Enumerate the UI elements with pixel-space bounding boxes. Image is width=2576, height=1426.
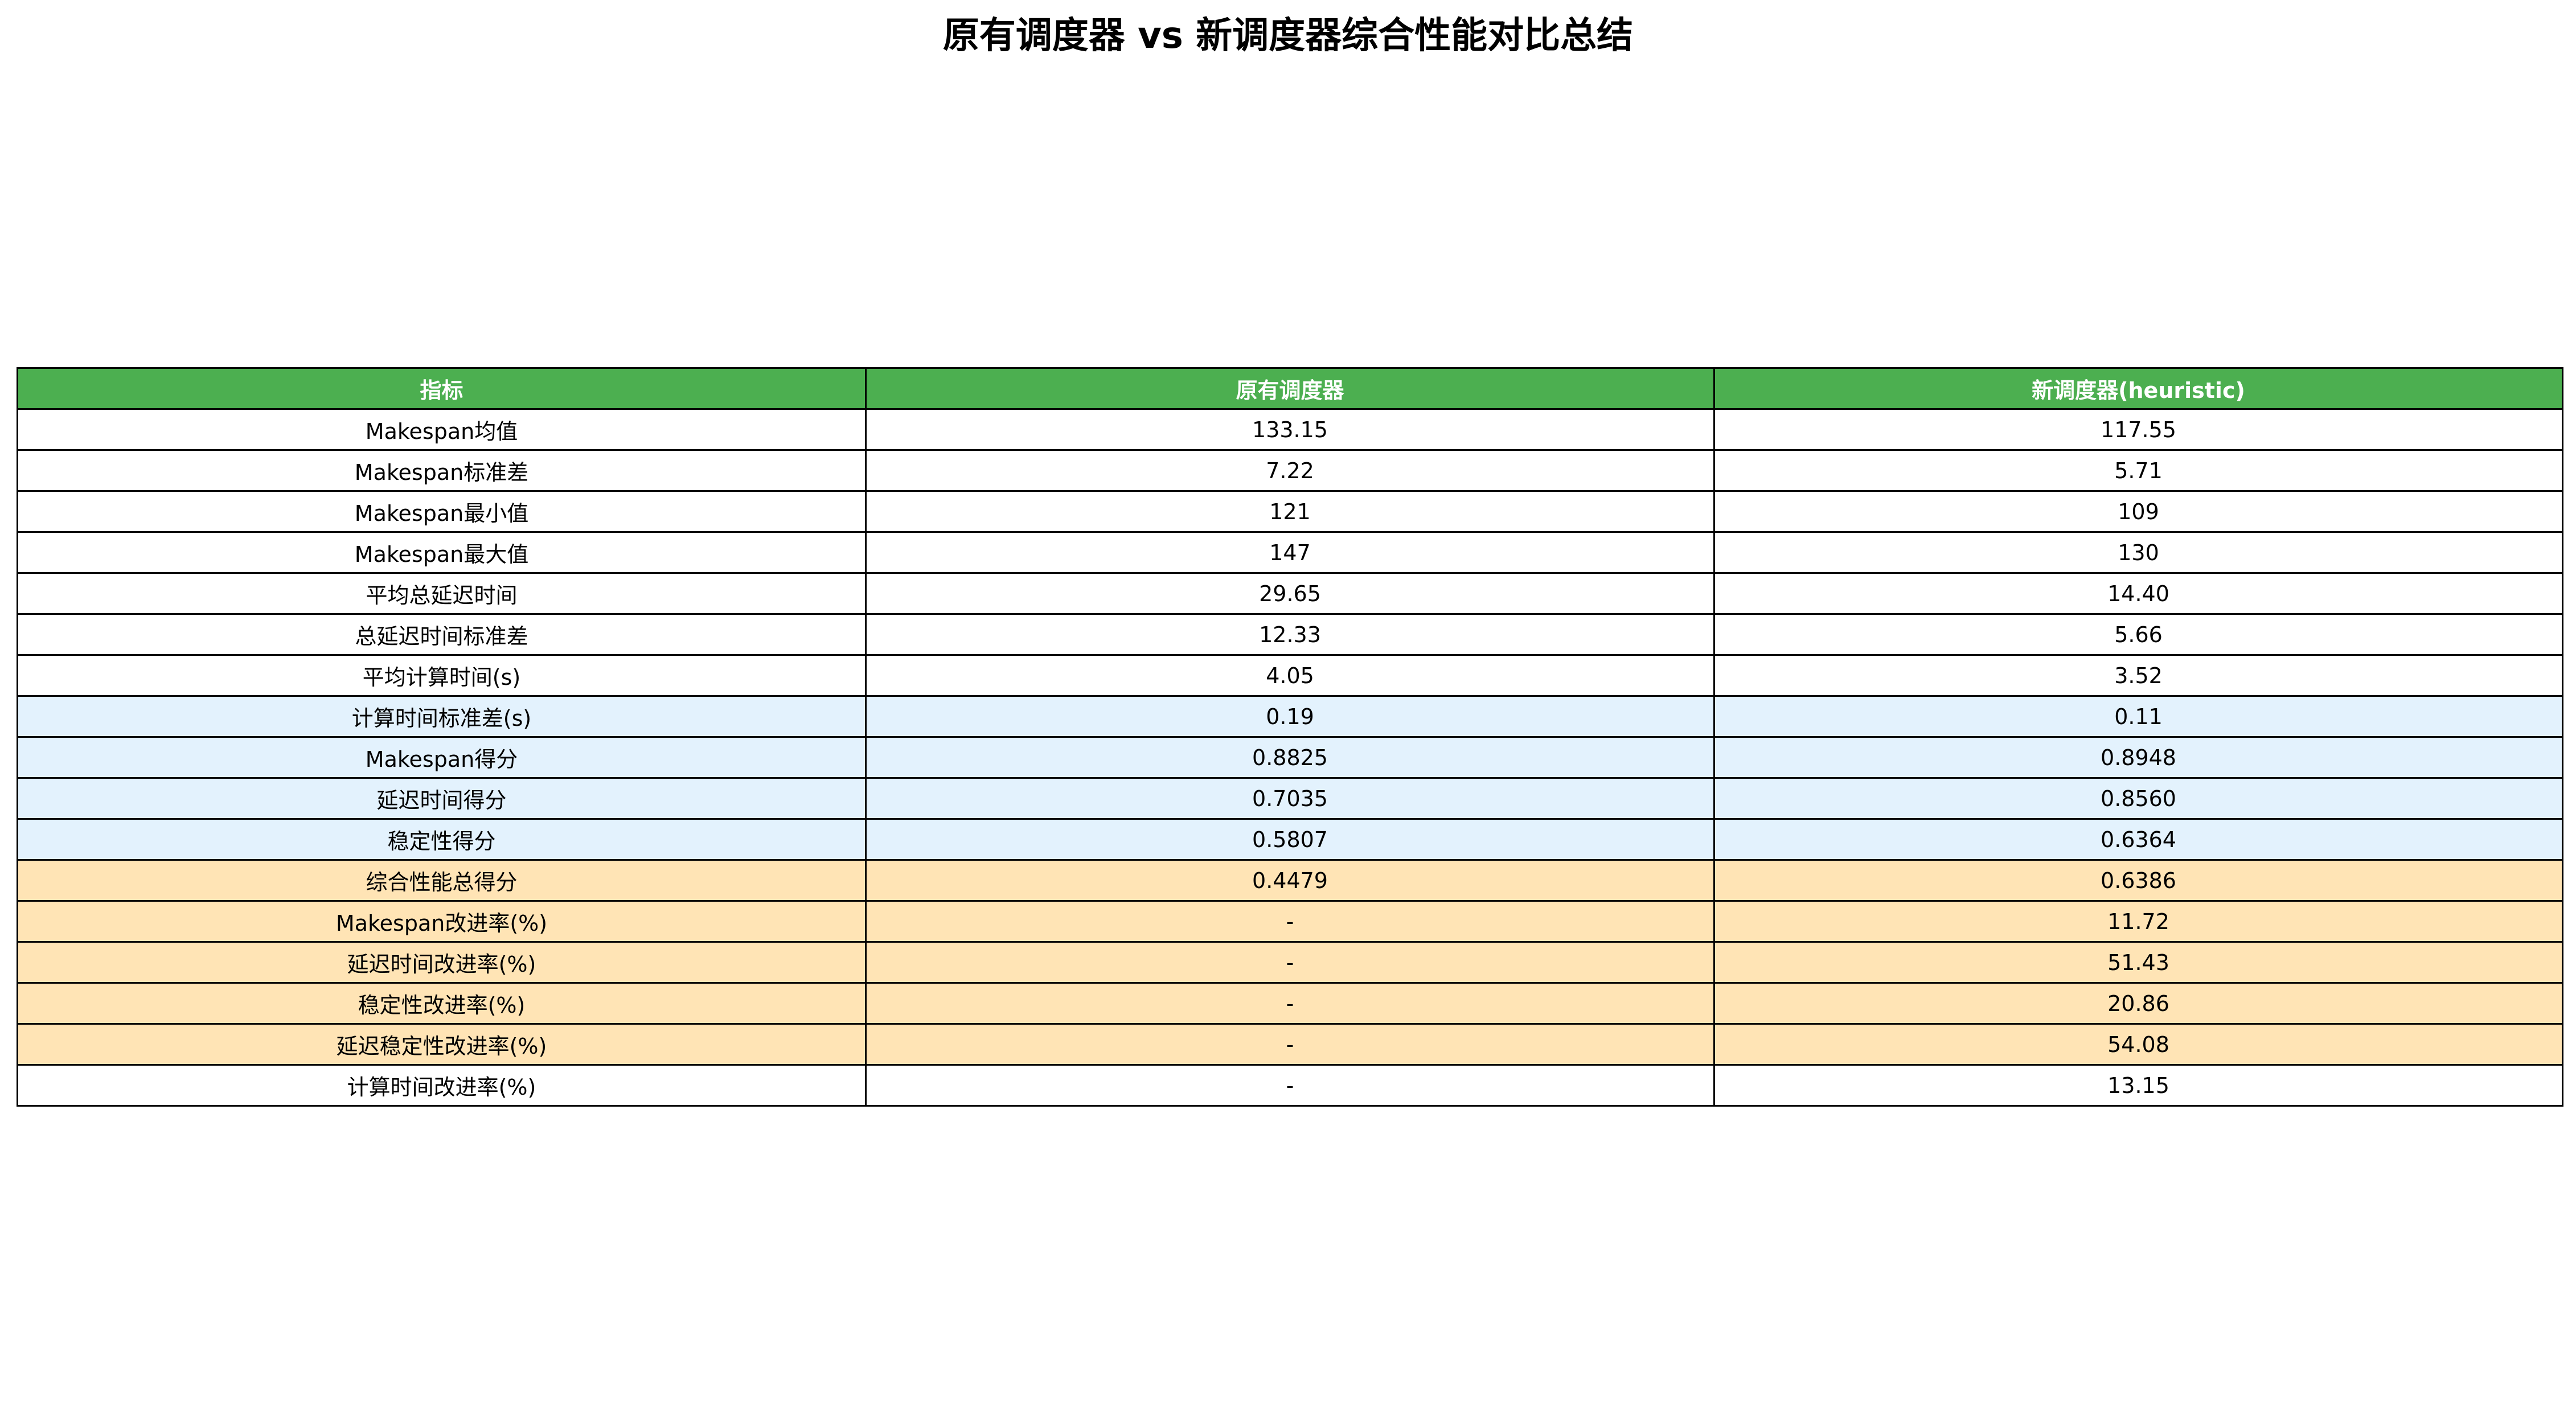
table-header-row: 指标 原有调度器 新调度器(heuristic) xyxy=(17,367,2563,410)
value-cell: - xyxy=(865,1023,1715,1066)
table-row: Makespan均值 133.15 117.55 xyxy=(17,408,2563,451)
metric-name-cell: 计算时间改进率(%) xyxy=(17,1064,867,1107)
column-header: 原有调度器 xyxy=(865,367,1715,410)
chart-title: 原有调度器 vs 新调度器综合性能对比总结 xyxy=(942,15,1634,57)
table-row: 综合性能总得分 0.4479 0.6386 xyxy=(17,859,2563,902)
value-cell: - xyxy=(865,982,1715,1025)
value-cell: 0.8560 xyxy=(1713,777,2563,820)
value-cell: 5.66 xyxy=(1713,613,2563,656)
table-row: 稳定性改进率(%) -20.86 xyxy=(17,982,2563,1025)
value-cell: 7.22 xyxy=(865,449,1715,492)
value-cell: - xyxy=(865,941,1715,984)
table-row: 稳定性得分 0.5807 0.6364 xyxy=(17,818,2563,861)
value-cell: 130 xyxy=(1713,531,2563,574)
metric-name-cell: 稳定性得分 xyxy=(17,818,867,861)
metric-name-cell: Makespan最小值 xyxy=(17,490,867,533)
value-cell: 13.15 xyxy=(1713,1064,2563,1107)
metric-name-cell: Makespan改进率(%) xyxy=(17,900,867,943)
value-cell: 51.43 xyxy=(1713,941,2563,984)
comparison-table-body: 指标 原有调度器 新调度器(heuristic) Makespan均值 133.15 11… xyxy=(17,367,2563,1107)
metric-name-cell: Makespan标准差 xyxy=(17,449,867,492)
metric-name-cell: 延迟稳定性改进率(%) xyxy=(17,1023,867,1066)
value-cell: - xyxy=(865,900,1715,943)
table-row: 计算时间改进率(%) -13.15 xyxy=(17,1064,2563,1107)
table-row: 平均总延迟时间 29.65 14.40 xyxy=(17,572,2563,615)
column-header: 指标 xyxy=(17,367,867,410)
value-cell: 133.15 xyxy=(865,408,1715,451)
metric-name-cell: 计算时间标准差(s) xyxy=(17,695,867,738)
table-row: 延迟稳定性改进率(%) -54.08 xyxy=(17,1023,2563,1066)
value-cell: 109 xyxy=(1713,490,2563,533)
table-row: Makespan得分 0.8825 0.8948 xyxy=(17,736,2563,779)
value-cell: 117.55 xyxy=(1713,408,2563,451)
table-row: 平均计算时间(s) 4.05 3.52 xyxy=(17,654,2563,697)
value-cell: 0.11 xyxy=(1713,695,2563,738)
comparison-table-container: 指标 原有调度器 新调度器(heuristic) Makespan均值 133.15 11… xyxy=(17,367,2563,1107)
value-cell: 11.72 xyxy=(1713,900,2563,943)
value-cell: 0.5807 xyxy=(865,818,1715,861)
value-cell: 12.33 xyxy=(865,613,1715,656)
metric-name-cell: 综合性能总得分 xyxy=(17,859,867,902)
value-cell: 14.40 xyxy=(1713,572,2563,615)
metric-name-cell: Makespan得分 xyxy=(17,736,867,779)
value-cell: - xyxy=(865,1064,1715,1107)
table-row: Makespan最大值 147 130 xyxy=(17,531,2563,574)
value-cell: 0.6386 xyxy=(1713,859,2563,902)
table-row: Makespan最小值 121 109 xyxy=(17,490,2563,533)
metric-name-cell: 延迟时间改进率(%) xyxy=(17,941,867,984)
value-cell: 5.71 xyxy=(1713,449,2563,492)
value-cell: 0.4479 xyxy=(865,859,1715,902)
value-cell: 0.7035 xyxy=(865,777,1715,820)
value-cell: 0.19 xyxy=(865,695,1715,738)
value-cell: 121 xyxy=(865,490,1715,533)
comparison-table: 指标 原有调度器 新调度器(heuristic) Makespan均值 133.15 11… xyxy=(17,367,2563,1107)
table-row: 延迟时间改进率(%) -51.43 xyxy=(17,941,2563,984)
table-row: 总延迟时间标准差 12.33 5.66 xyxy=(17,613,2563,656)
value-cell: 0.8948 xyxy=(1713,736,2563,779)
value-cell: 0.8825 xyxy=(865,736,1715,779)
value-cell: 4.05 xyxy=(865,654,1715,697)
value-cell: 147 xyxy=(865,531,1715,574)
table-row: Makespan标准差 7.22 5.71 xyxy=(17,449,2563,492)
metric-name-cell: Makespan均值 xyxy=(17,408,867,451)
value-cell: 3.52 xyxy=(1713,654,2563,697)
table-row: 计算时间标准差(s) 0.19 0.11 xyxy=(17,695,2563,738)
table-row: 延迟时间得分 0.7035 0.8560 xyxy=(17,777,2563,820)
metric-name-cell: 平均总延迟时间 xyxy=(17,572,867,615)
column-header: 新调度器(heuristic) xyxy=(1713,367,2563,410)
value-cell: 0.6364 xyxy=(1713,818,2563,861)
table-row: Makespan改进率(%) -11.72 xyxy=(17,900,2563,943)
value-cell: 54.08 xyxy=(1713,1023,2563,1066)
metric-name-cell: 延迟时间得分 xyxy=(17,777,867,820)
value-cell: 20.86 xyxy=(1713,982,2563,1025)
metric-name-cell: 总延迟时间标准差 xyxy=(17,613,867,656)
metric-name-cell: 稳定性改进率(%) xyxy=(17,982,867,1025)
metric-name-cell: Makespan最大值 xyxy=(17,531,867,574)
metric-name-cell: 平均计算时间(s) xyxy=(17,654,867,697)
value-cell: 29.65 xyxy=(865,572,1715,615)
